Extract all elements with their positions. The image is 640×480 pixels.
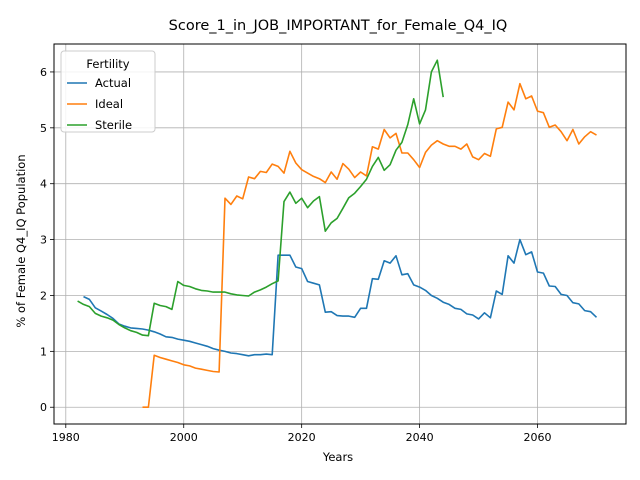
y-tick-label: 4 — [40, 178, 47, 191]
x-tick-label: 2020 — [288, 431, 316, 444]
x-tick-label: 2040 — [406, 431, 434, 444]
y-tick-label: 2 — [40, 289, 47, 302]
y-tick-label: 0 — [40, 401, 47, 414]
legend-label-ideal: Ideal — [95, 97, 123, 111]
legend-label-sterile: Sterile — [95, 118, 132, 132]
axis-ticks: 1980 2000 2020 2040 2060 0 1 2 3 4 5 6 — [40, 66, 552, 444]
series-line-sterile — [77, 59, 444, 337]
y-tick-label: 6 — [40, 66, 47, 79]
y-tick-label: 1 — [40, 345, 47, 358]
y-tick-label: 5 — [40, 122, 47, 135]
series-line-actual — [83, 238, 598, 357]
y-tick-label: 3 — [40, 234, 47, 247]
legend-title: Fertility — [86, 57, 129, 71]
chart-title: Score_1_in_JOB_IMPORTANT_for_Female_Q4_I… — [169, 18, 508, 34]
legend-box — [60, 50, 156, 133]
plot-frame — [53, 43, 627, 425]
grid — [54, 44, 626, 424]
legend: Fertility Actual Ideal Sterile — [60, 50, 156, 133]
series-line-ideal — [142, 82, 597, 409]
y-axis-label: % of Female Q4_IQ Population — [14, 154, 28, 327]
x-tick-label: 1980 — [52, 431, 80, 444]
x-tick-label: 2060 — [524, 431, 552, 444]
x-tick-label: 2000 — [170, 431, 198, 444]
series-lines — [77, 59, 598, 409]
x-axis-label: Years — [322, 450, 353, 464]
legend-label-actual: Actual — [95, 76, 131, 90]
